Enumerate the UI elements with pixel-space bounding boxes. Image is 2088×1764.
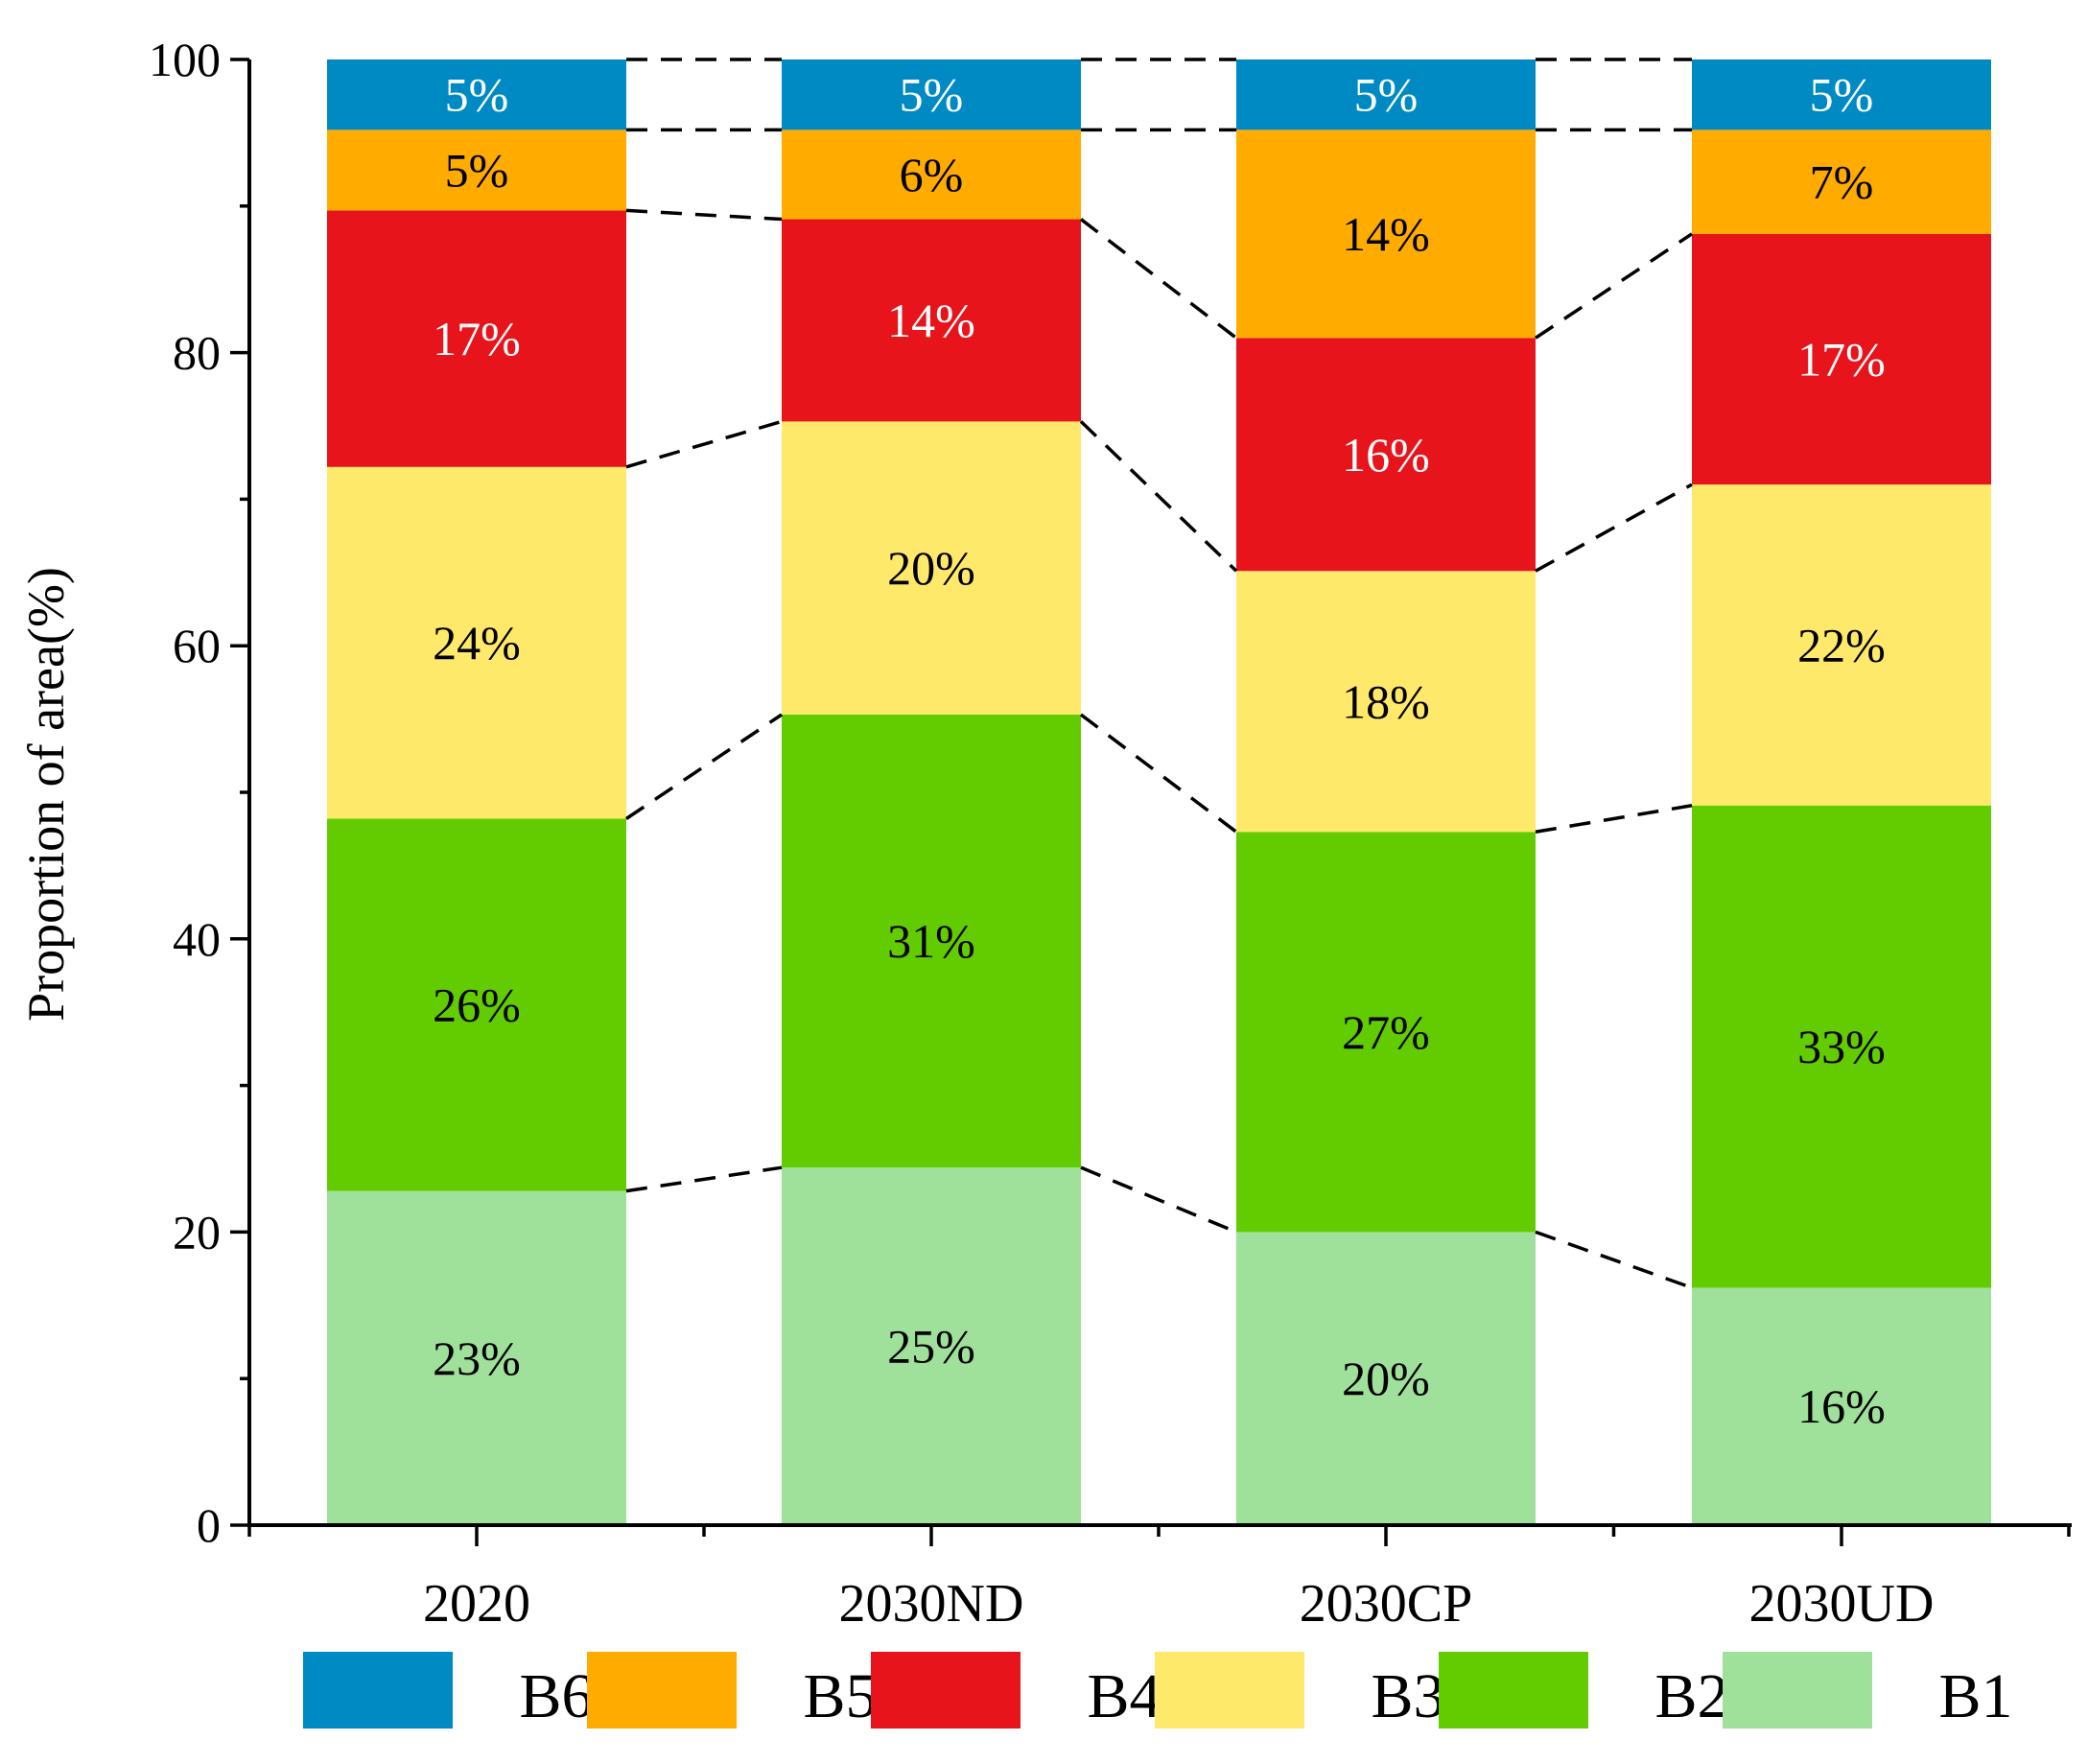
- data-label-b2-2020: 26%: [433, 978, 521, 1032]
- connector-line: [1535, 232, 1693, 340]
- data-label-b6-2030nd: 5%: [900, 68, 964, 122]
- legend-swatch-b6: [303, 1652, 453, 1729]
- connector-lines-layer: [625, 58, 1693, 1290]
- x-tick-label-2030ud: 2030UD: [1749, 1574, 1935, 1634]
- legend: B6 B5 B4 B3 B2 B1: [303, 1652, 2013, 1731]
- y-tick-label: 20: [173, 1205, 221, 1258]
- connector-line: [625, 419, 783, 469]
- data-label-b6-2030ud: 5%: [1810, 68, 1874, 122]
- data-label-b2-2030ud: 33%: [1797, 1020, 1886, 1073]
- x-tick-label-2030nd: 2030ND: [839, 1574, 1024, 1634]
- bar-segment-b5-2020: [327, 129, 626, 211]
- data-label-b5-2020: 5%: [445, 143, 509, 197]
- data-label-b5-2030ud: 7%: [1810, 155, 1874, 209]
- data-label-b1-2020: 23%: [433, 1331, 521, 1385]
- connector-line: [625, 208, 783, 222]
- bar-segment-b3-2030cp: [1236, 571, 1536, 833]
- data-label-b6-2020: 5%: [445, 68, 509, 122]
- data-label-b4-2030ud: 17%: [1797, 332, 1886, 386]
- legend-swatch-b1: [1723, 1652, 1872, 1729]
- data-label-b2-2030cp: 27%: [1342, 1005, 1430, 1059]
- legend-swatch-b3: [1155, 1652, 1304, 1729]
- data-label-b3-2030cp: 18%: [1342, 674, 1430, 728]
- bar-segment-b2-2020: [327, 818, 626, 1191]
- bar-segment-b6-2020: [327, 59, 626, 130]
- bar-segment-b1-2030cp: [1236, 1232, 1536, 1525]
- data-label-b2-2030nd: 31%: [887, 914, 975, 968]
- connector-line: [1079, 713, 1238, 834]
- legend-label-b5: B5: [803, 1661, 877, 1731]
- data-label-b3-2020: 24%: [433, 616, 521, 670]
- bar-segment-b4-2030ud: [1692, 233, 1991, 485]
- connector-line: [625, 713, 783, 820]
- data-label-b3-2030nd: 20%: [887, 541, 975, 595]
- bar-segment-b3-2030ud: [1692, 484, 1991, 806]
- legend-swatch-b4: [871, 1652, 1021, 1729]
- connector-line: [1535, 482, 1693, 573]
- legend-swatch-b5: [587, 1652, 737, 1729]
- bar-segment-b4-2020: [327, 210, 626, 467]
- legend-label-b4: B4: [1087, 1661, 1161, 1731]
- data-label-b4-2030nd: 14%: [887, 294, 975, 347]
- bar-segment-b3-2020: [327, 466, 626, 819]
- bar-segment-b2-2030cp: [1236, 832, 1536, 1233]
- bar-segment-b2-2030nd: [782, 715, 1081, 1168]
- connector-line: [1535, 804, 1693, 834]
- data-label-b3-2030ud: 22%: [1797, 618, 1886, 671]
- y-axis-title: Proportion of area(%): [17, 567, 75, 1022]
- x-tick-label-2020: 2020: [423, 1574, 530, 1634]
- bar-segment-b5-2030nd: [782, 129, 1081, 220]
- bar-segment-b5-2030cp: [1236, 129, 1536, 339]
- bar-segment-b2-2030ud: [1692, 805, 1991, 1288]
- legend-label-b6: B6: [519, 1661, 593, 1731]
- connector-line: [1079, 218, 1238, 340]
- data-labels-layer: 23% 26% 24% 17% 5% 5% 25% 31% 20% 14% 6% 5% 20% 27% 18…: [433, 68, 1886, 1434]
- bar-segment-b1-2030ud: [1692, 1287, 1991, 1525]
- bar-segment-b6-2030ud: [1692, 59, 1991, 130]
- bar-segment-b6-2030nd: [782, 59, 1081, 130]
- y-tick-label: 100: [149, 33, 221, 86]
- connector-line: [1079, 420, 1238, 573]
- y-tick-label: 0: [197, 1498, 221, 1552]
- data-label-b1-2030nd: 25%: [887, 1320, 975, 1374]
- axes-layer: 0 20 40 60 80 100 2020 2030ND 2030CP 2030UD: [149, 33, 2072, 1634]
- y-tick-label: 80: [173, 326, 221, 380]
- connector-line: [1080, 1165, 1237, 1235]
- bar-segment-b1-2020: [327, 1190, 626, 1525]
- data-label-b6-2030cp: 5%: [1354, 68, 1419, 122]
- data-label-b5-2030nd: 6%: [900, 148, 964, 201]
- bar-segment-b3-2030nd: [782, 421, 1081, 716]
- legend-label-b3: B3: [1371, 1661, 1444, 1731]
- x-tick-label-2030cp: 2030CP: [1300, 1574, 1473, 1634]
- legend-swatch-b2: [1439, 1652, 1588, 1729]
- connector-line: [1535, 1230, 1693, 1290]
- data-label-b4-2030cp: 16%: [1342, 428, 1430, 482]
- data-label-b4-2020: 17%: [433, 312, 521, 365]
- bar-segment-b1-2030nd: [782, 1167, 1081, 1525]
- y-tick-label: 40: [173, 912, 221, 966]
- bar-segment-b6-2030cp: [1236, 59, 1536, 130]
- bar-segment-b4-2030nd: [782, 219, 1081, 422]
- data-label-b1-2030ud: 16%: [1797, 1379, 1886, 1433]
- legend-label-b2: B2: [1654, 1661, 1728, 1731]
- y-tick-label: 60: [173, 619, 221, 672]
- legend-label-b1: B1: [1938, 1661, 2012, 1731]
- connector-line: [625, 1165, 783, 1193]
- bars-layer: [327, 59, 1991, 1525]
- data-label-b1-2030cp: 20%: [1342, 1352, 1430, 1405]
- bar-segment-b5-2030ud: [1692, 129, 1991, 234]
- bar-segment-b4-2030cp: [1236, 338, 1536, 572]
- data-label-b5-2030cp: 14%: [1342, 207, 1430, 261]
